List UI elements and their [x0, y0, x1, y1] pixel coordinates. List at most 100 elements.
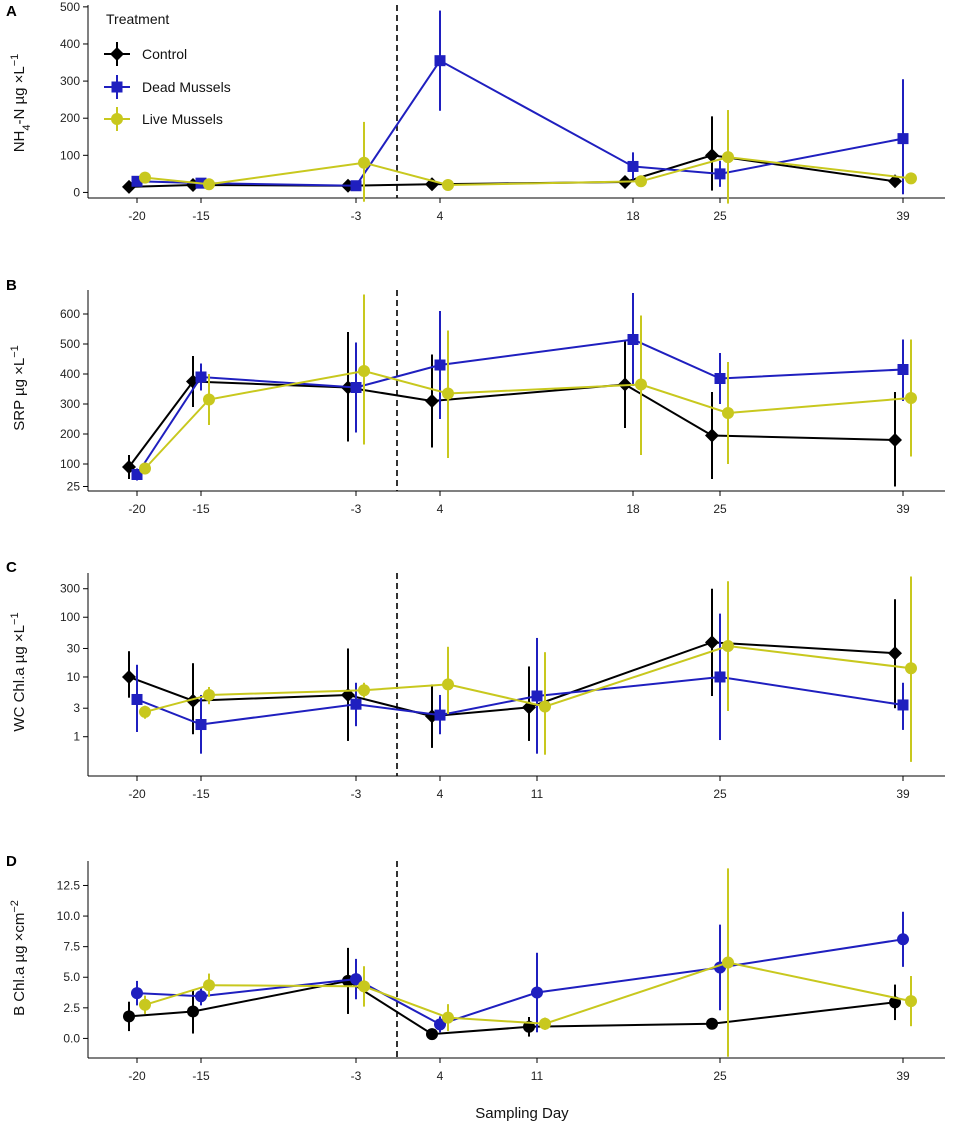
legend-label-control: Control [142, 46, 187, 62]
panel-b-control-point [705, 428, 719, 443]
panel-c-dead-mussels-point [714, 671, 726, 683]
panel-b-dead-mussels-point [714, 373, 726, 384]
panel-d-control-point [187, 1005, 199, 1018]
panel-c-dead-mussels-point [350, 698, 362, 710]
panel-c-xtick-label: 11 [531, 787, 544, 801]
panel-a-live-mussels-point [358, 156, 370, 169]
panel-c-ytick-label: 300 [60, 582, 80, 596]
panel-d-letter: D [6, 853, 17, 870]
panel-c-ytick-label: 3 [73, 701, 80, 715]
panel-c-xtick-label: 25 [713, 787, 727, 801]
panel-b-live-mussels-point [905, 392, 917, 404]
panel-d-ytick-label: 12.5 [57, 878, 81, 892]
panel-a: A NH4-N µg ×L−1 0 100 200 300 400 500 -20 -15 -3… [6, 0, 945, 223]
panel-d-dead-mussels-line [136, 938, 904, 1026]
panel-c-live-mussels-point [442, 678, 454, 691]
panel-c-dead-mussels-point [131, 693, 143, 705]
panel-d-xtick-label: 25 [713, 1069, 727, 1083]
panel-d-ylabel: B Chl.a µg ×cm−2 [9, 900, 28, 1016]
panel-a-letter: A [6, 3, 17, 20]
panel-d-live-mussels-point [442, 1011, 454, 1024]
panel-c-dead-mussels-point [897, 699, 909, 711]
panel-d-dead-mussels-point [434, 1018, 446, 1031]
panel-d-ytick-label: 0.0 [63, 1031, 80, 1045]
panel-c-xtick-label: -3 [351, 787, 362, 801]
panel-d-live-mussels-point [905, 995, 917, 1008]
panel-a-live-mussels-point [635, 175, 647, 188]
panel-c-live-mussels-point [203, 688, 215, 701]
panel-d-ytick-label: 7.5 [63, 940, 80, 954]
panel-d-ytick-label: 5.0 [63, 970, 80, 984]
panel-d-live-mussels-point [203, 979, 215, 992]
panel-b-live-mussels-point [722, 407, 734, 419]
panel-a-ytick-label: 300 [60, 74, 80, 88]
panel-d-dead-mussels-point [131, 987, 143, 1000]
panel-c-control-point [122, 669, 136, 684]
x-axis-title: Sampling Day [475, 1105, 569, 1122]
panel-c-dead-mussels-point [434, 709, 446, 721]
panel-c-xtick-label: 4 [437, 787, 444, 801]
panel-b-xtick-label: -3 [351, 502, 362, 516]
panel-c-xtick-label: -15 [192, 787, 210, 801]
panel-d-xtick-label: 11 [531, 1069, 544, 1083]
panel-a-live-mussels-point [442, 179, 454, 192]
panel-d: D B Chl.a µg ×cm−2 0.0 2.5 5.0 7.5 10.0 12.5 -… [6, 853, 945, 1083]
panel-b-ytick-label: 500 [60, 337, 80, 351]
panel-d-dead-mussels-point [350, 973, 362, 986]
panel-a-xtick-label: 25 [713, 209, 727, 223]
panel-b-ylabel: SRP µg ×L−1 [9, 345, 28, 431]
panel-d-live-mussels-point [358, 980, 370, 993]
panel-b-control-point [888, 433, 902, 447]
panel-d-live-mussels-point [139, 998, 151, 1011]
panel-b-ytick-label: 25 [67, 480, 81, 494]
panel-c-live-mussels-point [539, 700, 551, 713]
legend-item-live-mussels: Live Mussels [104, 107, 223, 131]
panel-d-live-mussels-point [539, 1017, 551, 1030]
panel-a-ylabel: NH4-N µg ×L−1 [9, 54, 33, 153]
panel-c-dead-mussels-point [195, 719, 207, 731]
panel-d-control-point [426, 1028, 438, 1041]
panel-a-dead-mussels-point [434, 55, 446, 67]
panel-b-xtick-label: 18 [626, 502, 640, 516]
panel-a-ytick-label: 200 [60, 111, 80, 125]
panel-b-live-mussels-point [139, 462, 151, 475]
panel-c-control-line [128, 641, 896, 718]
panel-b-ytick-label: 100 [60, 457, 80, 471]
panel-a-xtick-label: -3 [351, 209, 362, 223]
panel-a-dead-mussels-point [897, 133, 909, 145]
panel-c-control-point [888, 646, 902, 661]
panel-d-xtick-label: -3 [351, 1069, 362, 1083]
panel-b-control-line [128, 380, 896, 468]
panel-c-live-mussels-point [722, 639, 734, 652]
panel-a-dead-mussels-point [350, 180, 362, 192]
panel-a-dead-mussels-point [131, 175, 143, 187]
panel-d-dead-mussels-point [195, 990, 207, 1003]
panel-d-xtick-label: 4 [437, 1069, 444, 1083]
legend-marker-control [110, 47, 124, 61]
panel-d-xtick-label: -15 [192, 1069, 210, 1083]
panel-c-live-mussels-point [139, 705, 151, 718]
panel-c-ytick-label: 30 [67, 641, 81, 655]
panel-b-ytick-label: 300 [60, 397, 80, 411]
panel-c-xtick-label: -20 [128, 787, 146, 801]
panel-a-live-mussels-point [905, 172, 917, 185]
panel-b-xtick-label: 25 [713, 502, 727, 516]
panel-b-live-mussels-point [358, 365, 370, 377]
panel-a-live-mussels-point [139, 171, 151, 184]
panel-a-live-mussels-line [144, 156, 912, 187]
panel-a-xtick-label: 4 [437, 209, 444, 223]
legend-item-dead-mussels: Dead Mussels [104, 75, 231, 99]
legend-label-live-mussels: Live Mussels [142, 111, 223, 127]
panel-a-live-mussels-point [722, 151, 734, 164]
panel-a-ytick-label: 500 [60, 0, 80, 14]
panel-c-live-mussels-point [905, 662, 917, 675]
panel-b-xtick-label: 39 [896, 502, 910, 516]
panel-c-dead-mussels-point [531, 690, 543, 702]
panel-a-live-mussels-point [203, 178, 215, 191]
panel-a-control-point [705, 148, 719, 163]
panel-b-letter: B [6, 277, 17, 294]
panel-d-dead-mussels-point [897, 933, 909, 946]
panel-d-control-point [706, 1017, 718, 1030]
panel-b: B SRP µg ×L−1 25 100 200 300 400 500 600 -20 -15… [6, 277, 945, 516]
panel-b-ytick-label: 400 [60, 367, 80, 381]
